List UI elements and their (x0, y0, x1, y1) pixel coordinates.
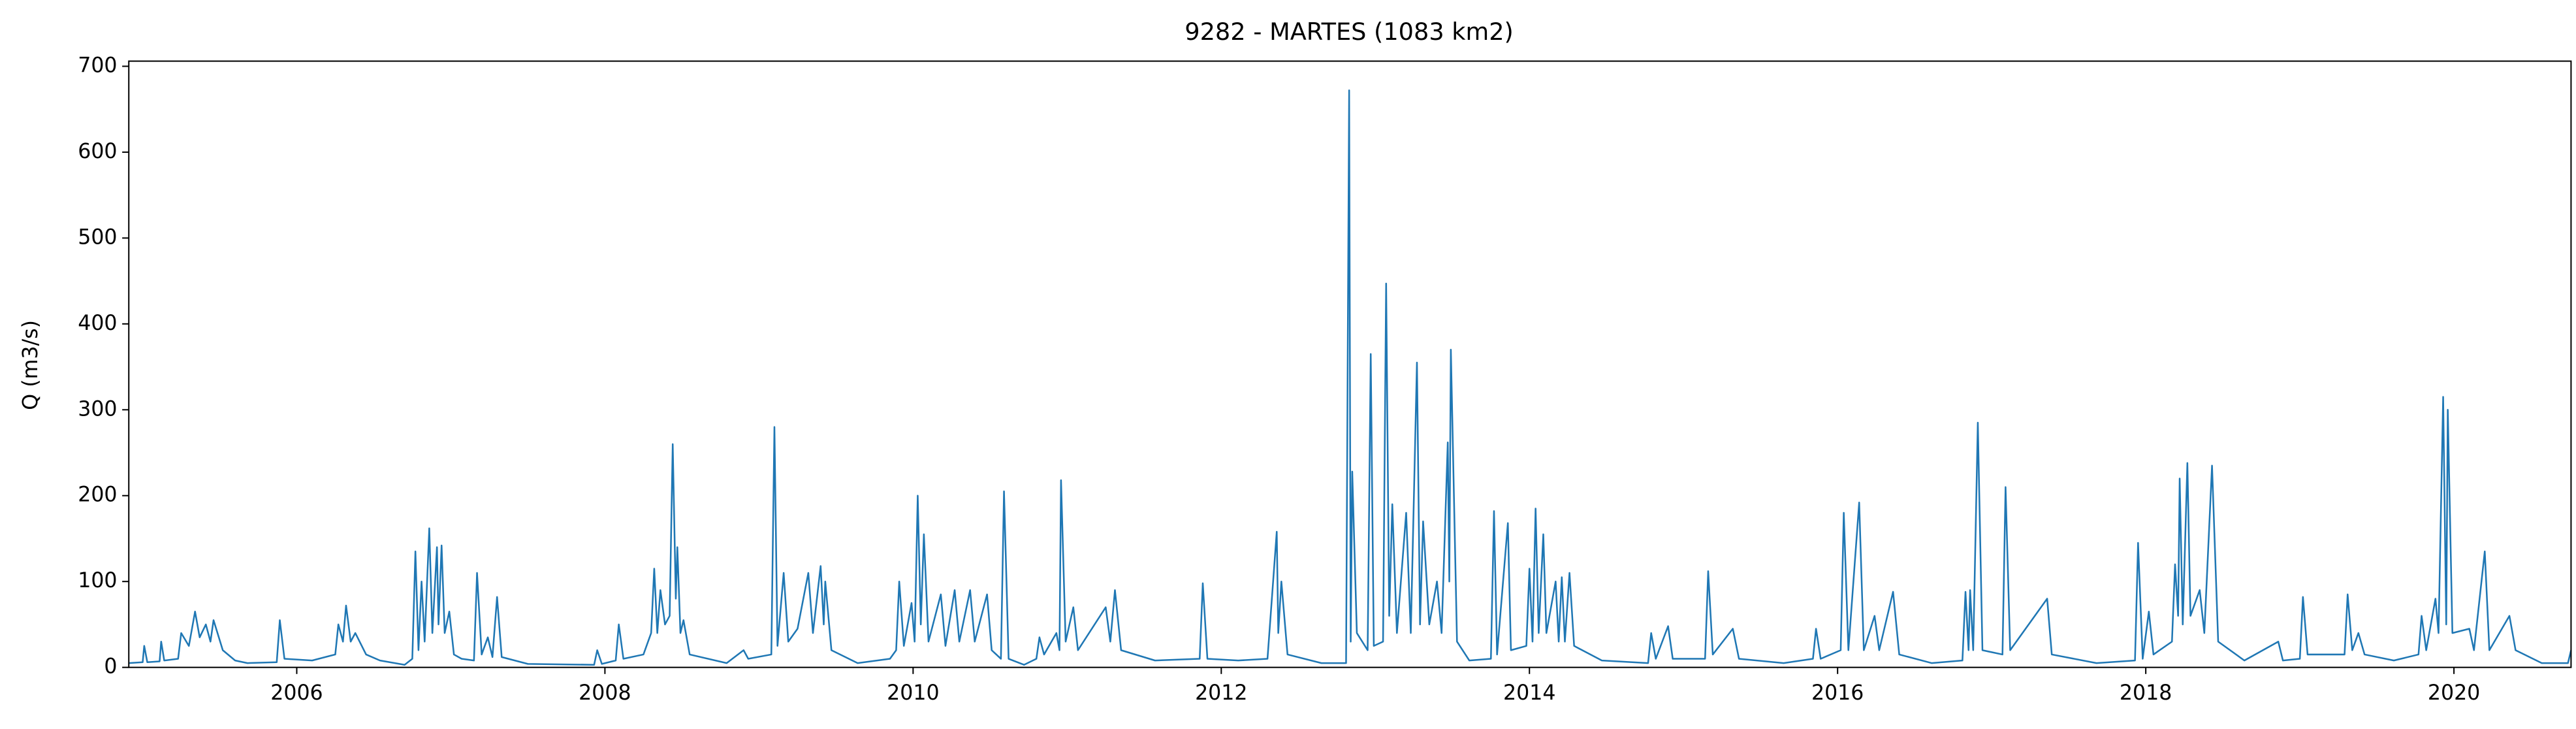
plot-frame (128, 60, 2572, 668)
x-tick-label: 2020 (2428, 681, 2480, 705)
y-tick-label: 200 (78, 483, 117, 507)
x-tick-label: 2008 (579, 681, 631, 705)
y-axis-label: Q (m3/s) (19, 320, 42, 410)
data-line (129, 89, 2572, 666)
y-tick-label: 400 (78, 312, 117, 335)
y-tick-label: 300 (78, 397, 117, 421)
y-tick-label: 600 (78, 140, 117, 163)
y-tick-label: 500 (78, 225, 117, 249)
x-tick-label: 2010 (887, 681, 939, 705)
y-tick-label: 700 (78, 54, 117, 77)
x-tick-label: 2018 (2120, 681, 2172, 705)
chart-title: 9282 - MARTES (1083 km2) (1185, 18, 1514, 46)
x-tick-label: 2016 (1811, 681, 1864, 705)
x-tick-label: 2012 (1195, 681, 1247, 705)
x-tick-label: 2006 (270, 681, 323, 705)
x-tick-label: 2014 (1503, 681, 1555, 705)
y-tick-label: 100 (78, 569, 117, 592)
y-tick-label: 0 (104, 655, 117, 679)
